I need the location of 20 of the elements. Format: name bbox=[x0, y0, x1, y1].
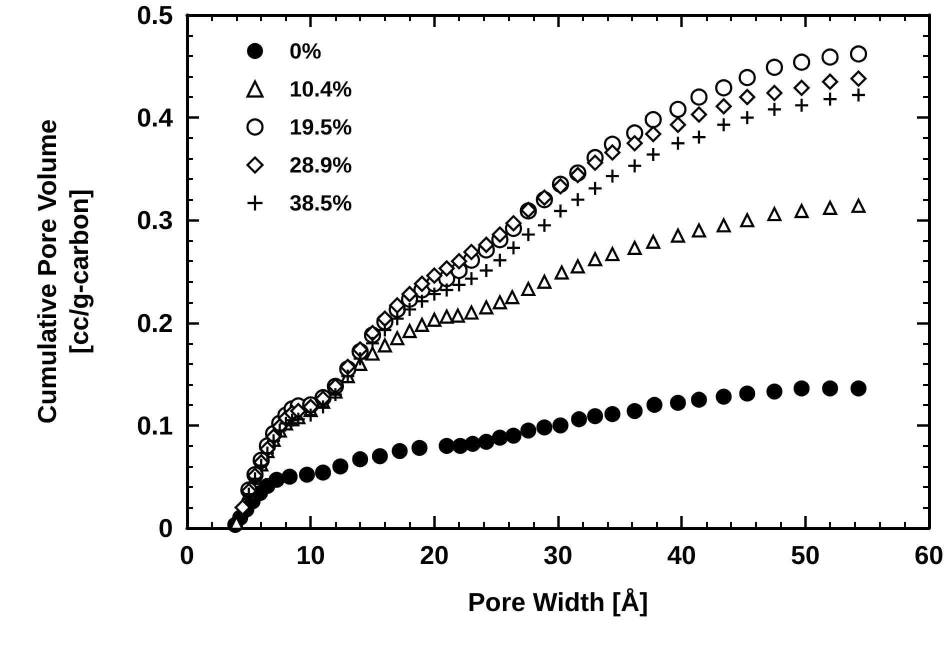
legend-label: 19.5% bbox=[290, 114, 352, 140]
y-tick-label: 0 bbox=[158, 513, 173, 543]
legend-label: 28.9% bbox=[290, 152, 352, 178]
y-tick-label: 0.5 bbox=[136, 0, 173, 30]
x-tick-label: 0 bbox=[180, 540, 194, 570]
x-tick-label: 50 bbox=[790, 540, 820, 570]
y-tick-label: 0.4 bbox=[136, 102, 174, 133]
y-tick-label: 0.1 bbox=[136, 410, 173, 440]
x-tick-label: 60 bbox=[914, 540, 944, 570]
x-axis-title: Pore Width [Å] bbox=[468, 587, 648, 617]
y-tick-label: 0.2 bbox=[136, 308, 173, 338]
x-tick-label: 30 bbox=[544, 540, 572, 570]
x-tick-label: 20 bbox=[420, 540, 449, 570]
legend-label: 0% bbox=[290, 38, 322, 64]
legend-label: 38.5% bbox=[290, 190, 352, 216]
legend-label: 10.4% bbox=[290, 76, 352, 102]
x-tick-label: 10 bbox=[296, 540, 326, 570]
x-tick-label: 40 bbox=[667, 540, 696, 570]
y-axis-title: Cumulative Pore Volume [cc/g-carbon] bbox=[32, 119, 94, 424]
y-tick-label: 0.3 bbox=[136, 205, 173, 236]
